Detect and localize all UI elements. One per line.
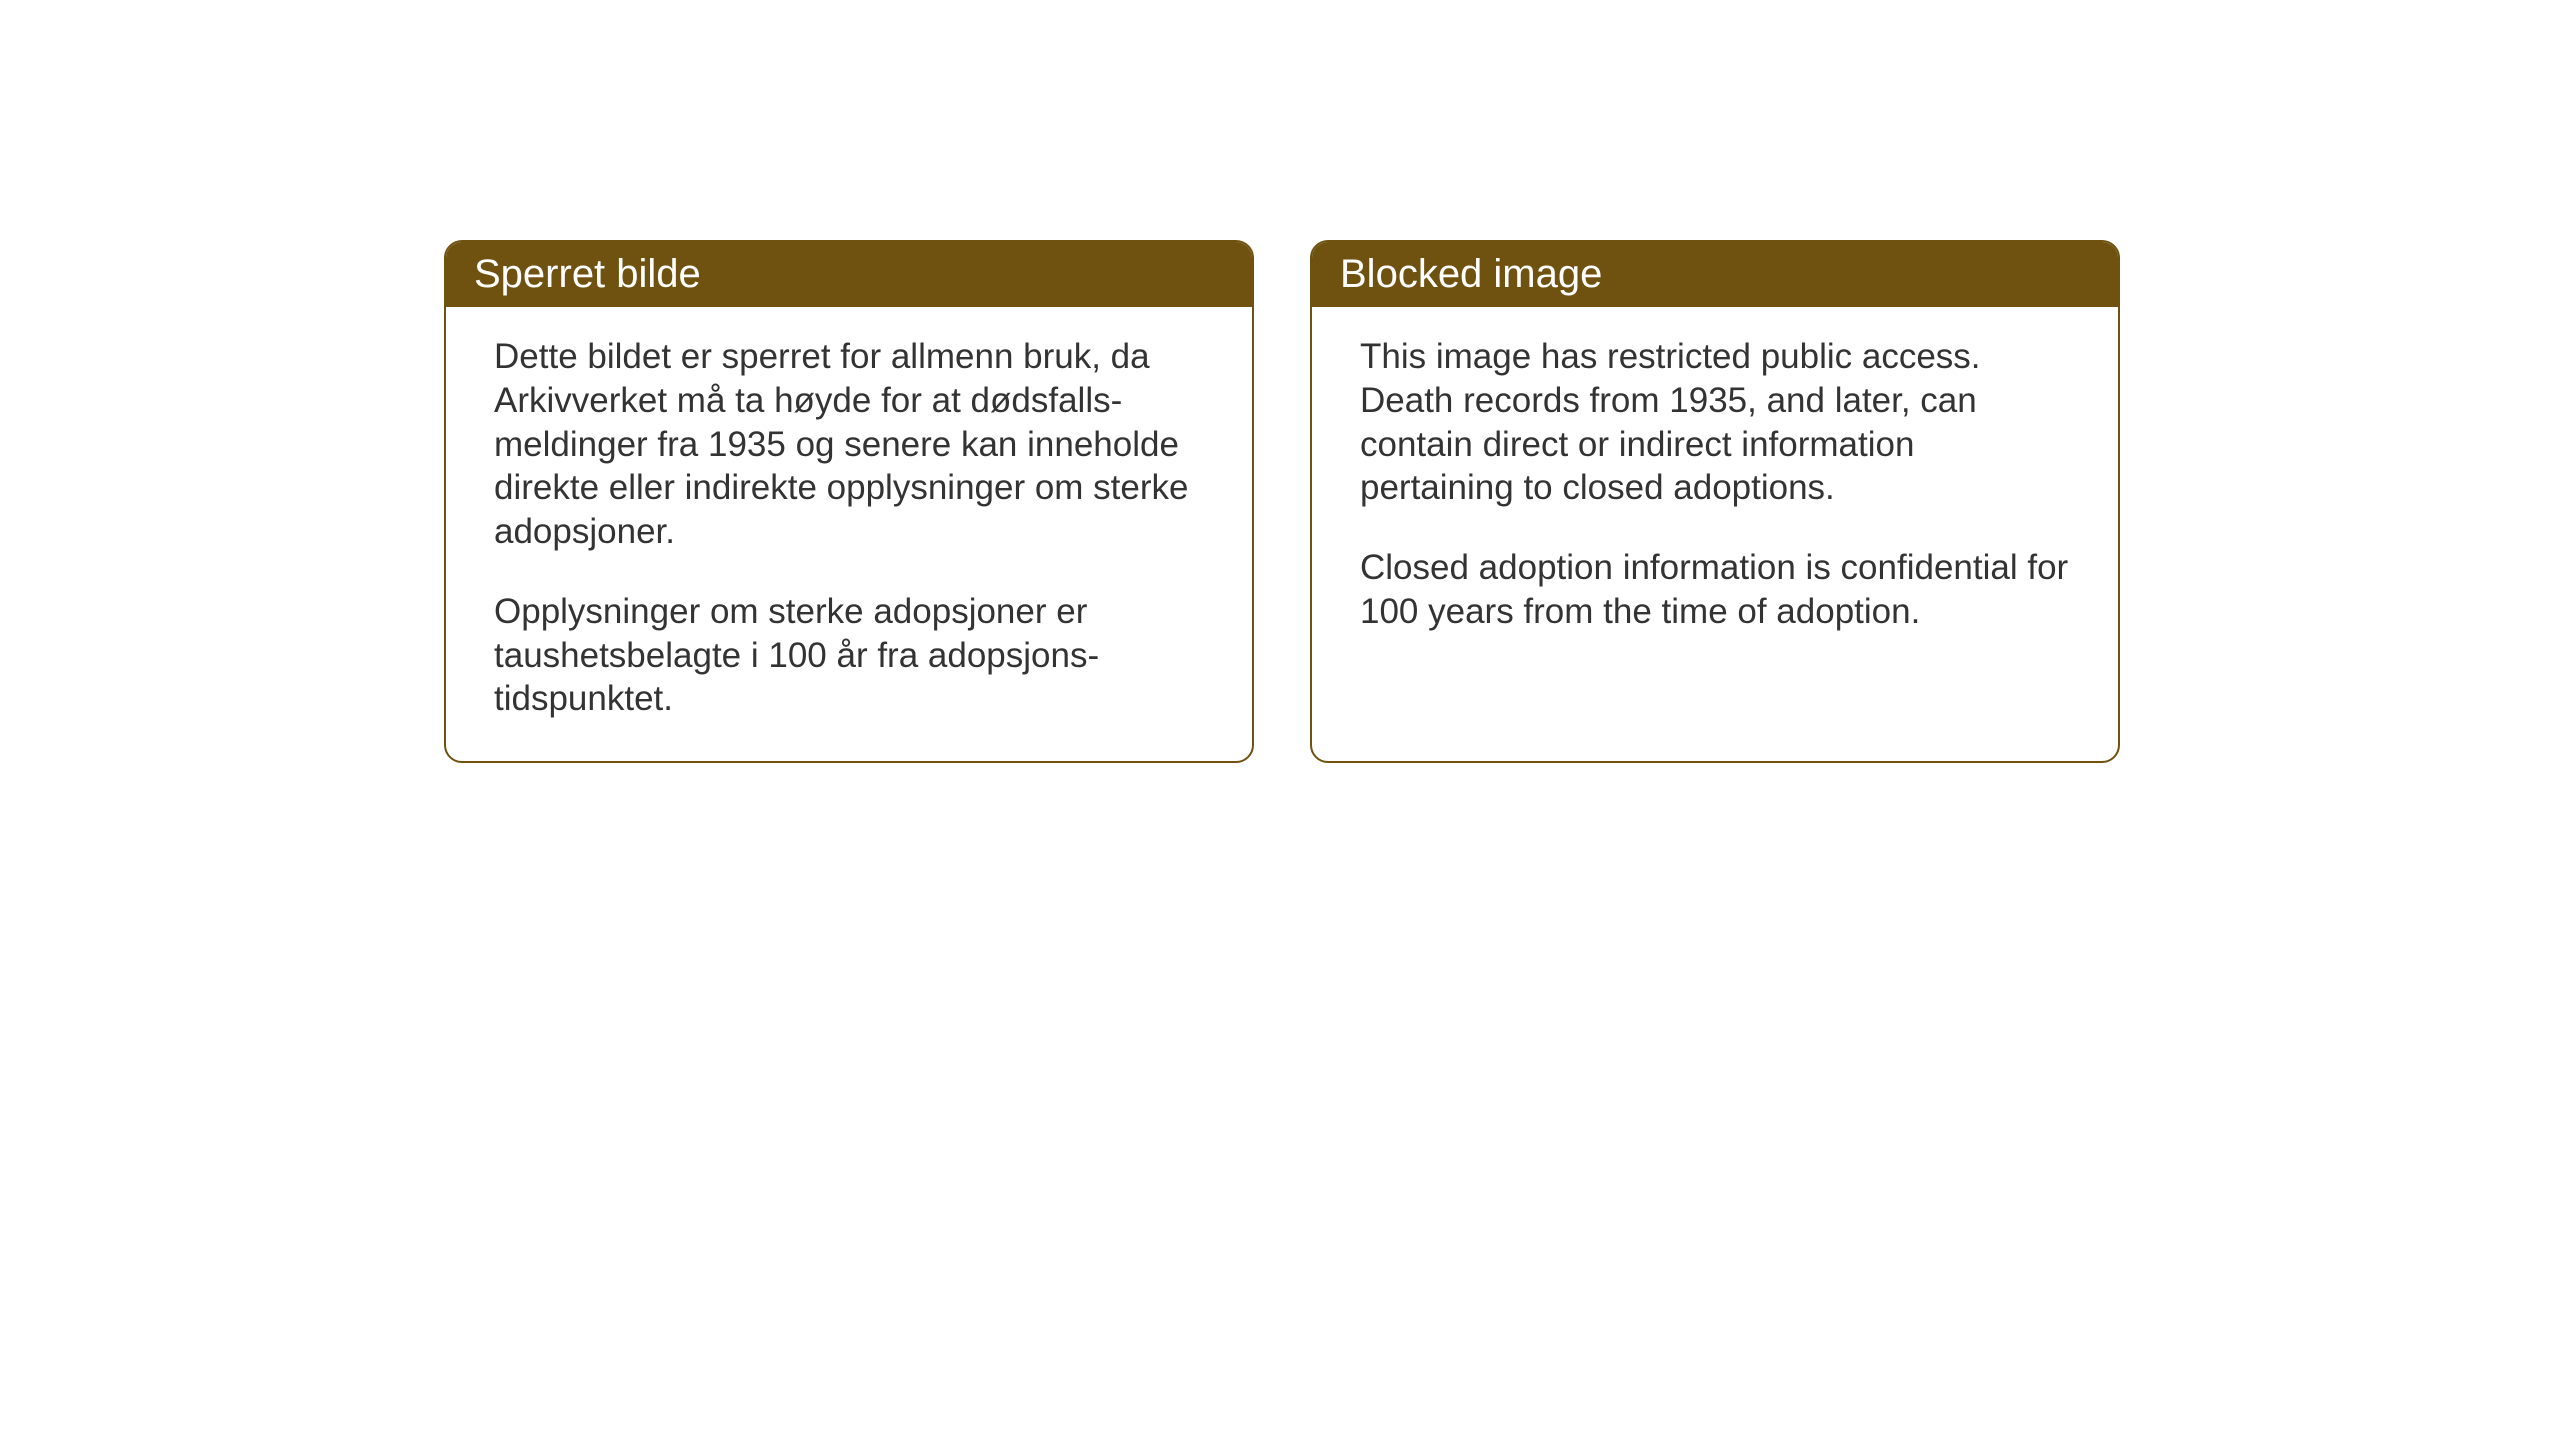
norwegian-paragraph-2: Opplysninger om sterke adopsjoner er tau… (494, 590, 1204, 721)
norwegian-notice-card: Sperret bilde Dette bildet er sperret fo… (444, 240, 1254, 763)
notice-container: Sperret bilde Dette bildet er sperret fo… (444, 240, 2120, 763)
english-card-title: Blocked image (1312, 242, 2118, 307)
norwegian-paragraph-1: Dette bildet er sperret for allmenn bruk… (494, 335, 1204, 554)
english-paragraph-2: Closed adoption information is confident… (1360, 546, 2070, 634)
english-card-body: This image has restricted public access.… (1312, 307, 2118, 674)
norwegian-card-title: Sperret bilde (446, 242, 1252, 307)
norwegian-card-body: Dette bildet er sperret for allmenn bruk… (446, 307, 1252, 761)
english-paragraph-1: This image has restricted public access.… (1360, 335, 2070, 510)
english-notice-card: Blocked image This image has restricted … (1310, 240, 2120, 763)
